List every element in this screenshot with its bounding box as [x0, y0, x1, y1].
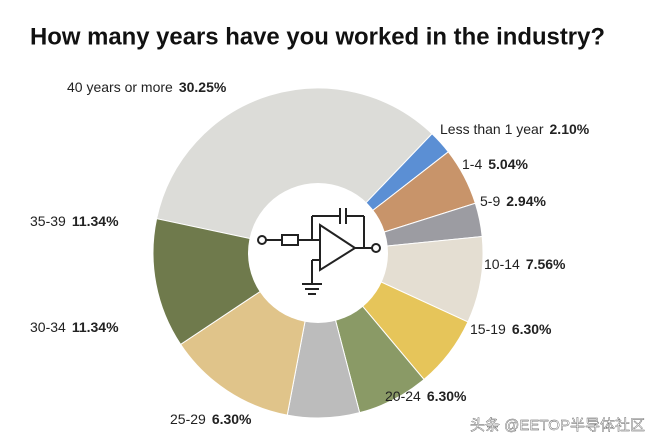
- slice-label: Less than 1 year 2.10%: [440, 121, 590, 137]
- value-label: 11.34%: [72, 213, 119, 229]
- value-label: 2.94%: [506, 193, 546, 209]
- watermark: 头条 @EETOP半导体社区: [470, 417, 645, 434]
- slice-label: 10-14 7.56%: [484, 256, 566, 272]
- slice-label: 20-24 6.30%: [385, 388, 467, 404]
- slice-label: 35-39 11.34%: [30, 213, 119, 229]
- category-label: 25-29: [170, 411, 206, 427]
- category-label: Less than 1 year: [440, 121, 544, 137]
- value-label: 6.30%: [427, 388, 467, 404]
- slice-label: 5-9 2.94%: [480, 193, 546, 209]
- slice: [156, 87, 433, 254]
- value-label: 6.30%: [512, 321, 552, 337]
- category-label: 1-4: [462, 156, 482, 172]
- value-label: 11.34%: [72, 319, 119, 335]
- category-label: 15-19: [470, 321, 506, 337]
- category-label: 35-39: [30, 213, 66, 229]
- slice-label: 30-34 11.34%: [30, 319, 119, 335]
- value-label: 2.10%: [550, 121, 590, 137]
- slice-label: 15-19 6.30%: [470, 321, 552, 337]
- category-label: 30-34: [30, 319, 66, 335]
- slice-label: 40 years or more 30.25%: [67, 79, 227, 95]
- circuit-icon: [257, 208, 381, 295]
- donut-hole: [248, 183, 388, 323]
- slice-label: 1-4 5.04%: [462, 156, 528, 172]
- category-label: 5-9: [480, 193, 500, 209]
- value-label: 5.04%: [488, 156, 528, 172]
- category-label: 20-24: [385, 388, 421, 404]
- slice-label: 25-29 6.30%: [170, 411, 252, 427]
- chart-title: How many years have you worked in the in…: [30, 23, 605, 50]
- value-label: 7.56%: [526, 256, 566, 272]
- category-label: 40 years or more: [67, 79, 173, 95]
- value-label: 6.30%: [212, 411, 252, 427]
- category-label: 10-14: [484, 256, 520, 272]
- value-label: 30.25%: [179, 79, 227, 95]
